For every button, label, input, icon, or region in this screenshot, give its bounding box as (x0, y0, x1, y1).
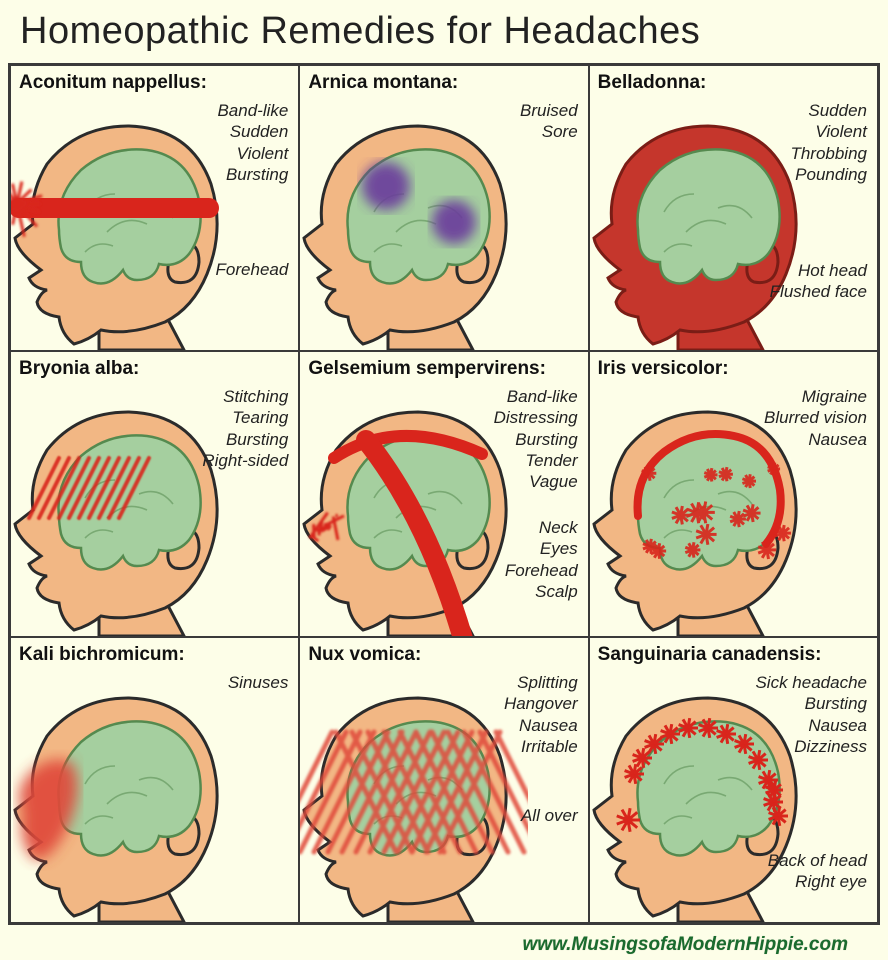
remedy-cell: Belladonna: Sudden Violent Throbbing Poun… (589, 65, 878, 351)
head-diagram (299, 112, 528, 351)
head-diagram (10, 684, 239, 923)
remedy-grid: Aconitum nappellus: Band-like Sudden Viol… (8, 63, 880, 925)
remedy-title: Iris versicolor: (598, 358, 729, 380)
remedy-title: Belladonna: (598, 72, 707, 94)
location-list: Hot head Flushed face (770, 260, 867, 303)
remedy-cell: Kali bichromicum: Sinuses (10, 637, 299, 923)
symptom-list: Sinuses (228, 672, 288, 693)
remedy-cell: Arnica montana: Bruised Sore (299, 65, 588, 351)
remedy-cell: Sanguinaria canadensis: Sick headache Bur… (589, 637, 878, 923)
remedy-title: Bryonia alba: (19, 358, 139, 380)
page-title: Homeopathic Remedies for Headaches (8, 6, 880, 63)
symptom-list: Bruised Sore (520, 100, 578, 143)
remedy-cell: Iris versicolor: Migraine Blurred vision … (589, 351, 878, 637)
remedy-cell: Gelsemium sempervirens: Band-like Distres… (299, 351, 588, 637)
page: Homeopathic Remedies for Headaches Aconi… (0, 0, 888, 960)
remedy-title: Gelsemium sempervirens: (308, 358, 546, 380)
remedy-title: Nux vomica: (308, 644, 421, 666)
location-list: Forehead (216, 259, 289, 280)
symptom-list: Migraine Blurred vision Nausea (764, 386, 867, 450)
symptom-list: Splitting Hangover Nausea Irritable (504, 672, 578, 757)
remedy-title: Arnica montana: (308, 72, 458, 94)
head-diagram (589, 112, 818, 351)
location-list: Neck Eyes Forehead Scalp (505, 517, 578, 602)
remedy-cell: Nux vomica: Splitting Hangover Nausea Irr… (299, 637, 588, 923)
remedy-title: Aconitum nappellus: (19, 72, 207, 94)
remedy-cell: Bryonia alba: Stitching Tearing Bursting … (10, 351, 299, 637)
location-list: All over (521, 805, 578, 826)
head-diagram (10, 112, 239, 351)
symptom-list: Stitching Tearing Bursting Right-sided (202, 386, 288, 471)
symptom-list: Band-like Sudden Violent Bursting (217, 100, 288, 185)
symptom-list: Sick headache Bursting Nausea Dizziness (755, 672, 867, 757)
symptom-list: Band-like Distressing Bursting Tender Va… (494, 386, 578, 492)
remedy-title: Sanguinaria canadensis: (598, 644, 822, 666)
symptom-list: Sudden Violent Throbbing Pounding (790, 100, 867, 185)
credit-text: www.MusingsofaModernHippie.com (523, 934, 848, 956)
remedy-title: Kali bichromicum: (19, 644, 185, 666)
head-diagram (299, 684, 528, 923)
remedy-cell: Aconitum nappellus: Band-like Sudden Viol… (10, 65, 299, 351)
location-list: Back of head Right eye (768, 850, 867, 893)
